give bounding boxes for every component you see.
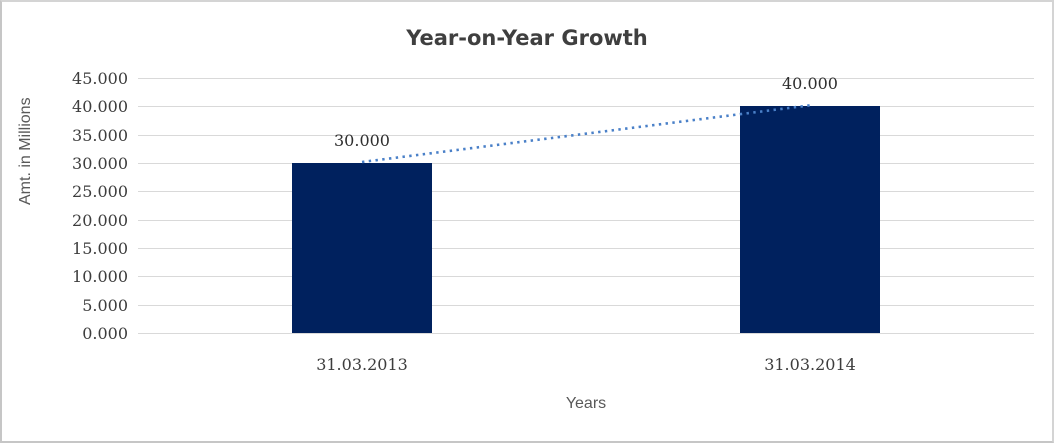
y-tick-label: 25.000: [72, 182, 128, 202]
y-tick-label: 35.000: [72, 125, 128, 145]
x-category-label: 31.03.2014: [764, 355, 856, 374]
gridline: [138, 248, 1034, 249]
x-axis-title: Years: [565, 395, 607, 412]
gridline: [138, 78, 1034, 79]
trendline: [361, 104, 811, 164]
bar-31.03.2014: [740, 106, 880, 333]
gridline: [138, 106, 1034, 108]
gridline: [138, 163, 1034, 164]
data-label: 30.000: [334, 131, 390, 150]
bar-31.03.2013: [292, 163, 432, 333]
gridline: [138, 191, 1034, 193]
y-tick-label: 30.000: [72, 154, 128, 173]
gridline: [138, 304, 1034, 306]
plot-area: 30.000 40.000: [138, 74, 1034, 334]
y-tick-label: 5.000: [82, 295, 128, 315]
y-axis-title: Amt. in Millions: [17, 97, 34, 205]
gridline: [138, 276, 1034, 278]
y-tick-label: 40.000: [72, 97, 128, 117]
gridline: [138, 219, 1034, 221]
gridline: [138, 333, 1034, 334]
y-tick-label: 45.000: [72, 69, 128, 88]
y-tick-label: 15.000: [72, 239, 128, 258]
chart-title: Year-on-Year Growth: [406, 26, 648, 50]
gridline: [138, 134, 1034, 136]
y-tick-label: 0.000: [82, 324, 128, 343]
data-label: 40.000: [782, 74, 838, 94]
y-tick-label: 10.000: [72, 267, 128, 287]
x-category-label: 31.03.2013: [316, 355, 408, 374]
y-tick-label: 20.000: [72, 210, 128, 230]
